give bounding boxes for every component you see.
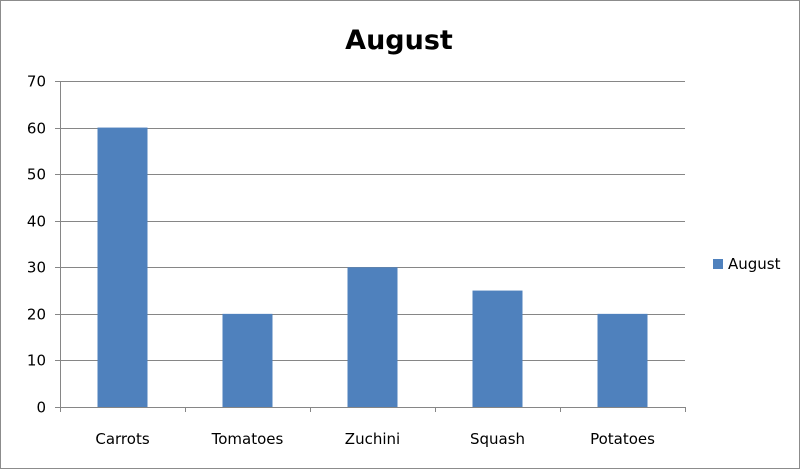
legend: August: [713, 255, 781, 273]
y-tick-label: 40: [27, 213, 46, 231]
x-tick-label: Zuchini: [345, 430, 400, 448]
bar: [222, 313, 273, 407]
bar: [597, 313, 648, 407]
x-tick-label: Carrots: [95, 430, 149, 448]
y-tick-label: 10: [27, 352, 46, 370]
y-tick-label: 60: [27, 120, 46, 138]
chart-title: August: [345, 25, 453, 56]
x-tick-label: Potatoes: [590, 430, 655, 448]
y-tick-label: 30: [27, 259, 46, 277]
y-tick-label: 0: [36, 399, 46, 417]
y-tick-label: 20: [27, 306, 46, 324]
y-tick-label: 70: [27, 73, 46, 91]
axis-labels: 0 10 20 30 40 50 60 70 Carrots Tomatoes Zuchini Squ…: [27, 73, 655, 449]
bar: [472, 290, 523, 407]
y-tick-label: 50: [27, 166, 46, 184]
bar: [347, 267, 398, 407]
bars: [97, 127, 648, 408]
legend-swatch: [713, 259, 723, 269]
axes: [55, 81, 686, 412]
x-tick-label: Squash: [470, 430, 525, 448]
bar: [97, 127, 148, 408]
legend-label: August: [728, 255, 781, 273]
x-tick-label: Tomatoes: [211, 430, 284, 448]
